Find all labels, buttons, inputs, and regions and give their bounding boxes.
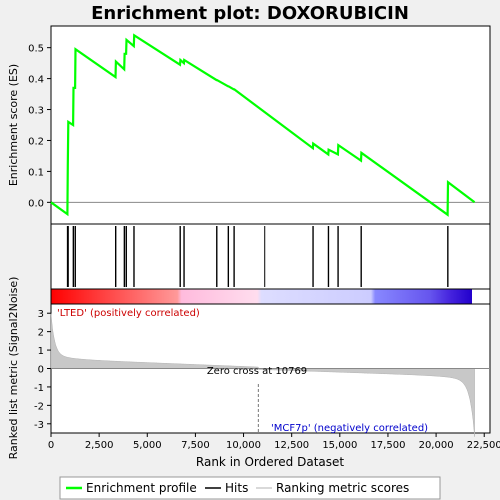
- es-ylabel: Enrichment score (ES): [7, 64, 20, 186]
- legend: Enrichment profile Hits Ranking metric s…: [59, 476, 441, 500]
- es-panel-background: [50, 25, 491, 225]
- legend-metric-label: Ranking metric scores: [276, 481, 409, 495]
- x-tick-label: 10,000: [226, 440, 261, 451]
- metric-panel: -3 -2 -1 0 1 2 3 'LTED' (positively correlated…: [7, 277, 491, 460]
- es-y-tick-label: 0.3: [28, 106, 44, 117]
- metric-y-tick-label: -1: [34, 383, 44, 394]
- x-tick-label: 7,500: [181, 440, 210, 451]
- metric-y-tick-label: 1: [38, 346, 44, 357]
- x-tick-label: 22,500: [467, 440, 500, 451]
- hit-marks: [66, 226, 449, 287]
- es-panel: 0.0 0.1 0.2 0.3 0.4 0.5 Enrichment score (ES): [7, 25, 491, 225]
- x-tick-label: 20,000: [419, 440, 454, 451]
- metric-y-tick-label: 3: [38, 309, 44, 320]
- metric-ylabel: Ranked list metric (Signal2Noise): [7, 277, 20, 460]
- positive-annotation: 'LTED' (positively correlated): [57, 308, 200, 319]
- rank-color-bar-tail: [472, 289, 490, 304]
- metric-y-tick-label: -3: [34, 420, 44, 431]
- legend-box: [59, 476, 441, 500]
- negative-annotation: 'MCF7p' (negatively correlated): [271, 423, 428, 434]
- x-axis-ticks: 0 2,500 5,000 7,500 10,000 12,500 15,000 17,500…: [48, 433, 500, 451]
- metric-y-tick-label: 0: [38, 365, 44, 376]
- ranking-metric-area: [50, 313, 475, 437]
- x-tick-label: 2,500: [85, 440, 114, 451]
- x-tick-label: 5,000: [133, 440, 162, 451]
- x-tick-label: 15,000: [322, 440, 357, 451]
- enrichment-profile-line: [50, 33, 476, 217]
- es-y-tick-label: 0.2: [28, 136, 44, 147]
- x-tick-label: 12,500: [274, 440, 309, 451]
- x-axis-label: Rank in Ordered Dataset: [196, 455, 344, 469]
- es-y-tick-label: 0.0: [28, 198, 44, 209]
- zero-cross-annotation: Zero cross at 10769: [207, 366, 307, 377]
- es-y-tick-label: 0.1: [28, 167, 44, 178]
- es-y-tick-label: 0.5: [28, 44, 44, 55]
- es-y-ticks: 0.0 0.1 0.2 0.3 0.4 0.5: [28, 44, 51, 209]
- x-tick-label: 0: [48, 440, 54, 451]
- chart-title: Enrichment plot: DOXORUBICIN: [91, 3, 409, 24]
- hits-panel-background: [50, 223, 491, 290]
- metric-y-tick-label: -2: [34, 401, 44, 412]
- metric-y-ticks: -3 -2 -1 0 1 2 3: [34, 309, 51, 431]
- es-y-tick-label: 0.4: [28, 75, 44, 86]
- x-tick-label: 17,500: [370, 440, 405, 451]
- legend-enrichment-label: Enrichment profile: [86, 481, 197, 495]
- rank-color-bar: [51, 289, 472, 304]
- metric-y-tick-label: 2: [38, 328, 44, 339]
- legend-hits-label: Hits: [225, 481, 248, 495]
- hits-panel: [50, 223, 491, 290]
